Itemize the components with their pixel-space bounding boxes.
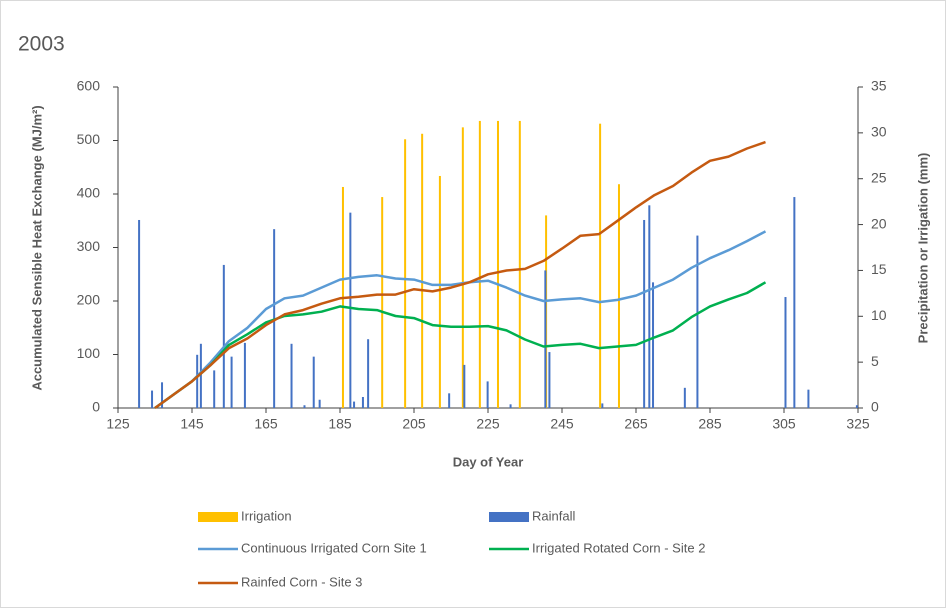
y2-tick-label: 20 xyxy=(871,215,887,231)
x-tick-label: 165 xyxy=(254,416,278,432)
y2-tick-label: 15 xyxy=(871,261,887,277)
x-tick-label: 225 xyxy=(476,416,500,432)
x-tick-label: 325 xyxy=(846,416,870,432)
bar xyxy=(196,354,199,408)
x-tick-label: 265 xyxy=(624,416,648,432)
y-tick-label: 0 xyxy=(92,399,100,415)
bar xyxy=(151,390,154,408)
legend-swatch xyxy=(198,512,238,522)
y-tick-label: 100 xyxy=(77,345,101,361)
bar xyxy=(509,404,512,408)
bar xyxy=(617,184,620,408)
y2-tick-label: 25 xyxy=(871,169,887,185)
bar xyxy=(496,120,499,408)
bar xyxy=(161,382,164,408)
bar xyxy=(784,297,787,408)
bar xyxy=(349,212,352,408)
y2-tick-label: 35 xyxy=(871,78,887,94)
x-tick-label: 205 xyxy=(402,416,426,432)
y-tick-label: 400 xyxy=(77,185,101,201)
bar xyxy=(213,370,216,408)
bar xyxy=(478,120,481,408)
y-tick-label: 200 xyxy=(77,292,101,308)
bar xyxy=(652,282,655,408)
bar xyxy=(138,219,141,408)
x-tick-label: 145 xyxy=(180,416,204,432)
y-tick-label: 600 xyxy=(77,78,101,94)
bar xyxy=(199,343,202,408)
y-axis-title: Accumulated Sensible Heat Exchange (MJ/m… xyxy=(29,105,44,390)
chart-title: 2003 xyxy=(18,33,65,56)
bar xyxy=(230,356,233,408)
bar xyxy=(381,197,384,408)
bar xyxy=(683,387,686,408)
x-axis-title: Day of Year xyxy=(453,454,524,469)
line xyxy=(154,230,767,410)
y2-tick-label: 0 xyxy=(871,399,879,415)
bar xyxy=(696,235,699,408)
x-tick-label: 305 xyxy=(772,416,796,432)
bar xyxy=(318,399,321,408)
x-tick-label: 285 xyxy=(698,416,722,432)
legend-label: Continuous Irrigated Corn Site 1 xyxy=(241,540,427,555)
y2-tick-label: 30 xyxy=(871,124,887,140)
y2-tick-label: 10 xyxy=(871,307,887,323)
bar xyxy=(855,405,858,408)
y2-tick-label: 5 xyxy=(871,353,879,369)
x-tick-label: 245 xyxy=(550,416,574,432)
bar xyxy=(404,139,407,408)
bar xyxy=(367,339,370,408)
bar xyxy=(421,133,424,408)
bar xyxy=(643,219,646,408)
bar xyxy=(548,352,551,408)
bar xyxy=(312,356,315,408)
bar xyxy=(518,120,521,408)
bar xyxy=(463,364,466,408)
legend-swatch xyxy=(489,512,529,522)
bar xyxy=(486,381,489,408)
line xyxy=(154,140,766,410)
bar xyxy=(601,403,604,408)
legend-label: Irrigation xyxy=(241,508,292,523)
legend-label: Rainfed Corn - Site 3 xyxy=(241,574,362,589)
bar xyxy=(290,343,293,408)
bar xyxy=(448,393,451,408)
legend-label: Irrigated Rotated Corn - Site 2 xyxy=(532,540,705,555)
bar xyxy=(793,197,796,408)
bar xyxy=(361,396,364,408)
legend-label: Rainfall xyxy=(532,508,575,523)
x-tick-label: 125 xyxy=(106,416,130,432)
y2-axis-title: Precipitation or Irrigation (mm) xyxy=(915,153,930,344)
bar xyxy=(599,123,602,408)
line xyxy=(154,281,767,410)
bar xyxy=(461,127,464,409)
bar xyxy=(438,175,441,408)
bar xyxy=(544,270,547,408)
bar xyxy=(303,405,306,408)
bar xyxy=(807,389,810,408)
x-tick-label: 185 xyxy=(328,416,352,432)
bar xyxy=(648,205,651,408)
bar xyxy=(353,401,356,408)
bar xyxy=(243,342,246,408)
y-tick-label: 500 xyxy=(77,131,101,147)
bar xyxy=(222,264,225,408)
y-tick-label: 300 xyxy=(77,238,101,254)
